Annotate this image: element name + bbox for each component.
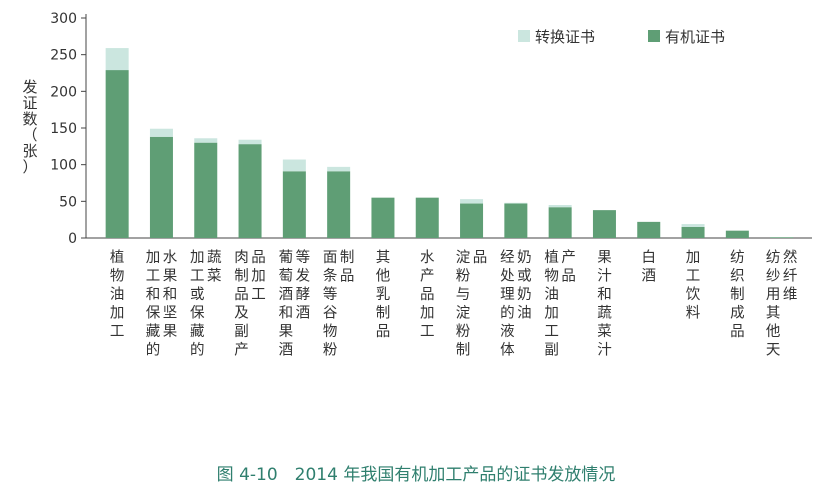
x-tick-label: 果汁和蔬菜汁	[597, 250, 612, 359]
bar-有机证书	[371, 197, 395, 238]
x-tick-label: 淀粉与淀粉制品	[456, 249, 488, 359]
bar-转换证书	[327, 166, 351, 172]
bar-有机证书	[149, 136, 173, 238]
y-tick-label: 250	[50, 48, 77, 64]
y-tick-label: 200	[50, 84, 77, 100]
y-tick-label: 0	[68, 231, 77, 247]
bar-有机证书	[194, 142, 218, 238]
x-tick-label: 纺织制成品	[730, 249, 745, 340]
bar-有机证书	[105, 70, 129, 238]
x-tick-label: 植物油加工副产品	[544, 249, 576, 359]
x-tick-label: 葡萄酒和果酒等发酵酒	[279, 248, 311, 359]
legend-swatch-有机证书	[648, 30, 660, 42]
bar-转换证书	[548, 205, 572, 208]
bar-有机证书	[460, 203, 484, 238]
x-tick-label: 加工或保藏的蔬菜	[190, 249, 222, 359]
x-tick-label: 其他乳制品	[376, 249, 391, 340]
legend-swatch-转换证书	[518, 30, 530, 42]
x-tick-label: 肉制品及副产品加工	[234, 249, 265, 359]
bar-转换证书	[194, 138, 218, 143]
bar-有机证书	[770, 237, 794, 238]
bar-转换证书	[504, 202, 528, 204]
bar-有机证书	[592, 210, 616, 238]
bar-转换证书	[460, 199, 484, 204]
x-tick-label: 白酒	[642, 249, 657, 285]
bar-有机证书	[327, 171, 351, 238]
figure-caption: 图 4-10 2014 年我国有机加工产品的证书发放情况	[216, 465, 616, 485]
bar-有机证书	[415, 197, 439, 238]
bar-转换证书	[282, 159, 306, 172]
bar-有机证书	[681, 227, 705, 238]
x-tick-label: 面条等谷物粉制品	[323, 249, 355, 359]
x-tick-label: 植物油加工	[110, 249, 125, 340]
legend-label-有机证书: 有机证书	[665, 28, 725, 46]
y-tick-label: 100	[50, 158, 77, 174]
y-axis-label: 发证数（张）	[22, 78, 37, 176]
x-tick-label: 水产品加工	[420, 249, 435, 340]
x-tick-label: 加工和保藏的水果和坚果	[146, 249, 178, 359]
bar-有机证书	[504, 203, 528, 238]
bar-有机证书	[282, 171, 306, 238]
x-tick-label: 经处理的液体奶或奶油	[500, 249, 531, 359]
y-tick-label: 150	[50, 121, 77, 137]
bar-有机证书	[725, 230, 749, 238]
bar-转换证书	[238, 139, 262, 145]
bar-转换证书	[105, 48, 129, 71]
bar-转换证书	[681, 224, 705, 227]
x-tick-label: 纺纱用其他天然纤维	[766, 249, 798, 359]
y-tick-label: 300	[50, 11, 77, 27]
x-tick-label: 加工饮料	[686, 249, 701, 322]
y-tick-label: 50	[59, 194, 77, 210]
bar-转换证书	[149, 128, 173, 137]
legend-label-转换证书: 转换证书	[535, 28, 595, 46]
bar-有机证书	[637, 221, 661, 238]
bar-有机证书	[238, 144, 262, 238]
bar-有机证书	[548, 207, 572, 238]
